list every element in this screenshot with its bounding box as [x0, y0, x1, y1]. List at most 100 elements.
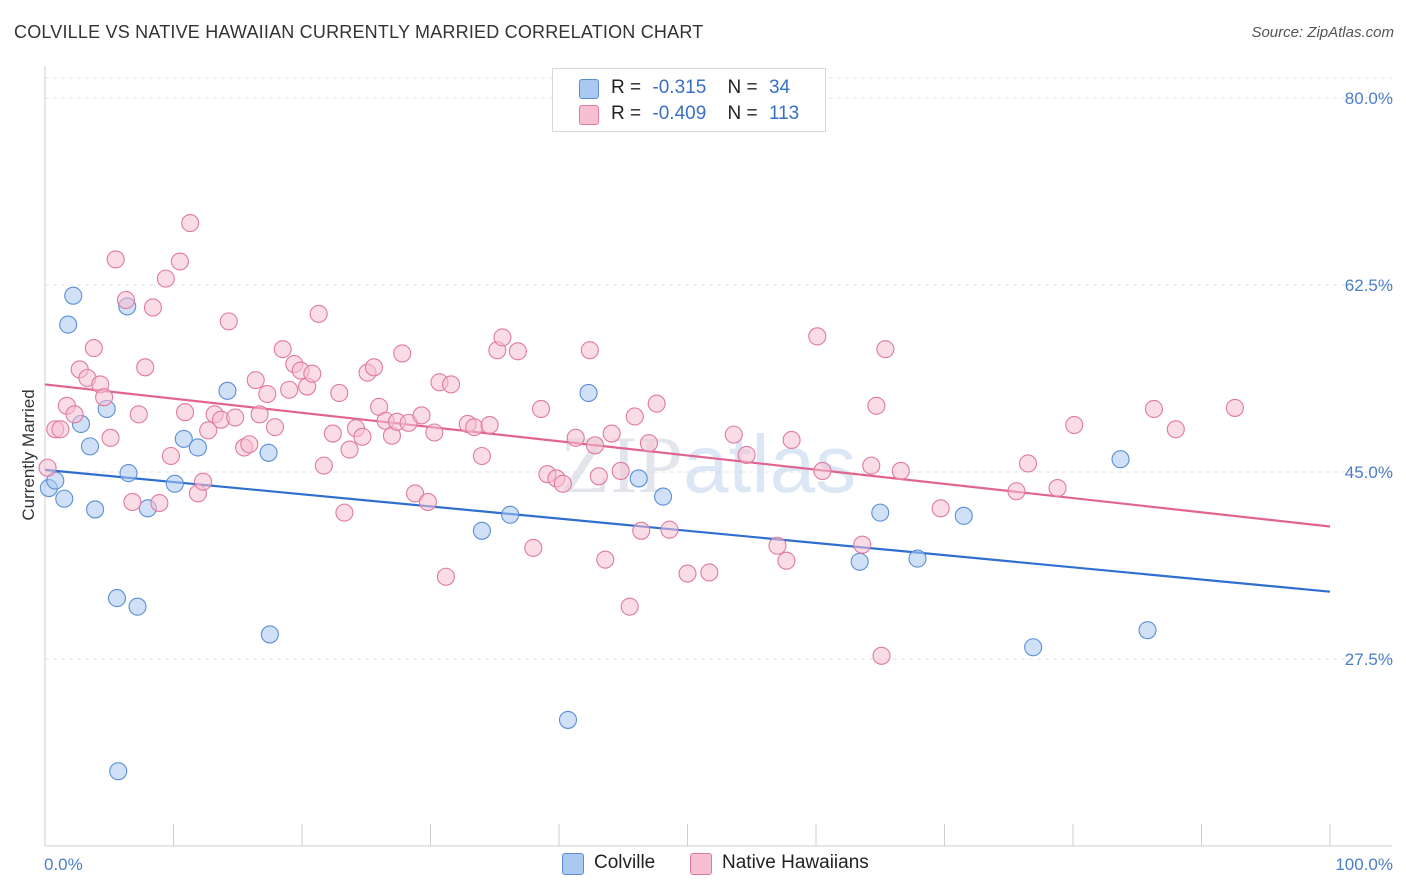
colville-point: [218, 381, 237, 400]
legend-n-value: 113: [768, 103, 800, 124]
native-hawaiian-point: [596, 550, 615, 569]
colville-point: [954, 506, 973, 525]
native-hawaiian-point: [876, 340, 895, 359]
native-hawaiian-point: [240, 435, 259, 454]
chart-title: COLVILLE VS NATIVE HAWAIIAN CURRENTLY MA…: [14, 22, 704, 42]
x-tick-label: 0.0%: [44, 855, 83, 874]
native-hawaiian-point: [660, 520, 679, 539]
native-hawaiian-point: [199, 421, 218, 440]
colville-point: [579, 383, 598, 403]
native-hawaiian-point: [393, 344, 412, 363]
colville-point: [850, 552, 869, 571]
native-hawaiian-point: [580, 341, 599, 360]
bottom-legend-label-colville: Colville: [594, 852, 656, 873]
tick-labels: 27.5% 45.0% 62.5% 80.0% 0.0% 100.0%: [44, 89, 1393, 874]
colville-point: [165, 474, 184, 493]
colville-point: [1024, 638, 1043, 657]
colville-point: [80, 437, 100, 456]
native-hawaiian-point: [116, 290, 136, 310]
native-hawaiian-point: [777, 551, 796, 570]
native-hawaiian-point: [493, 328, 512, 347]
grid-lines: [45, 77, 1392, 660]
source-label: Source: ZipAtlas.com: [1251, 24, 1394, 41]
native-hawaiian-point: [931, 499, 950, 518]
native-hawaiian-point: [862, 456, 881, 475]
native-hawaiian-point: [136, 358, 155, 377]
native-hawaiian-point: [602, 424, 621, 443]
native-hawaiian-point: [418, 492, 437, 511]
native-hawaiian-point: [1144, 399, 1164, 419]
native-hawaiian-point: [406, 484, 425, 503]
legend-r-value: -0.409: [652, 103, 707, 124]
colville-point: [908, 549, 927, 568]
native-hawaiian-point: [867, 396, 886, 415]
native-hawaiian-point: [280, 380, 299, 399]
native-hawaiian-point: [353, 427, 372, 446]
legend-n-value: 34: [768, 77, 791, 98]
colville-point: [59, 315, 78, 334]
native-hawaiian-point: [442, 375, 461, 394]
legend-r-label: R =: [611, 77, 642, 98]
native-hawaiian-point: [309, 304, 328, 323]
native-hawaiian-point: [84, 339, 103, 358]
native-hawaiian-point: [181, 214, 200, 233]
data-points: [38, 214, 1244, 781]
native-hawaiian-point: [176, 403, 195, 422]
bottom-legend-label-native-hawaiians: Native Hawaiians: [722, 852, 869, 873]
native-hawaiian-point: [611, 461, 630, 481]
bottom-legend-swatch-native-hawaiians: [690, 853, 712, 875]
native-hawaiian-point: [65, 405, 84, 424]
colville-point: [1111, 450, 1130, 469]
native-hawaiian-point: [1007, 482, 1026, 501]
colville-point: [109, 762, 128, 781]
colville-point: [174, 429, 193, 448]
colville-point: [86, 500, 105, 519]
native-hawaiian-point: [465, 418, 484, 437]
native-hawaiian-point: [632, 521, 651, 540]
native-hawaiian-point: [678, 564, 697, 583]
native-hawaiian-point: [51, 420, 70, 439]
correlation-legend: R = -0.315 N = 34 R = -0.409 N = 113: [552, 68, 826, 132]
native-hawaiian-point: [161, 446, 180, 466]
y-tick-label: 62.5%: [1345, 276, 1393, 295]
native-hawaiian-point: [425, 423, 444, 442]
native-hawaiian-point: [737, 445, 756, 464]
native-hawaiian-point: [1065, 415, 1084, 435]
native-hawaiian-point: [531, 399, 551, 419]
legend-n-label: N =: [727, 77, 758, 98]
colville-trend-line: [44, 468, 1331, 593]
y-tick-label: 45.0%: [1345, 463, 1393, 482]
native-hawaiian-point: [891, 461, 910, 481]
native-hawaiian-point: [647, 394, 666, 413]
native-hawaiian-point: [700, 563, 719, 582]
native-hawaiian-point: [303, 364, 322, 383]
native-hawaiian-point: [246, 371, 265, 390]
native-hawaiian-point: [250, 405, 269, 424]
colville-point: [107, 589, 127, 608]
native-hawaiian-point: [768, 536, 787, 555]
native-hawaiian-point: [330, 383, 349, 403]
native-hawaiian-point: [323, 424, 342, 443]
native-hawaiian-point: [472, 446, 491, 466]
legend-r-value: -0.315: [652, 77, 707, 98]
native-hawaiian-point: [335, 503, 354, 522]
colville-point: [260, 625, 279, 644]
native-hawaiian-point: [314, 456, 333, 475]
legend-swatch-native-hawaiians: [579, 105, 599, 125]
native-hawaiian-point: [524, 538, 543, 557]
y-tick-label: 80.0%: [1345, 89, 1393, 108]
colville-point: [629, 469, 648, 488]
native-hawaiian-point: [808, 327, 827, 346]
native-hawaiian-point: [143, 298, 162, 317]
native-hawaiian-point: [553, 474, 572, 493]
native-hawaiian-point: [258, 384, 277, 404]
native-hawaiian-point: [1225, 398, 1244, 417]
colville-point: [64, 286, 83, 305]
native-hawaiian-point: [150, 493, 169, 513]
native-hawaiian-point: [38, 458, 57, 477]
colville-point: [871, 503, 890, 522]
colville-point: [188, 438, 207, 457]
native-hawaiian-point: [226, 408, 245, 427]
native-hawaiian-point: [813, 461, 832, 481]
native-hawaiian-point: [1048, 479, 1067, 498]
